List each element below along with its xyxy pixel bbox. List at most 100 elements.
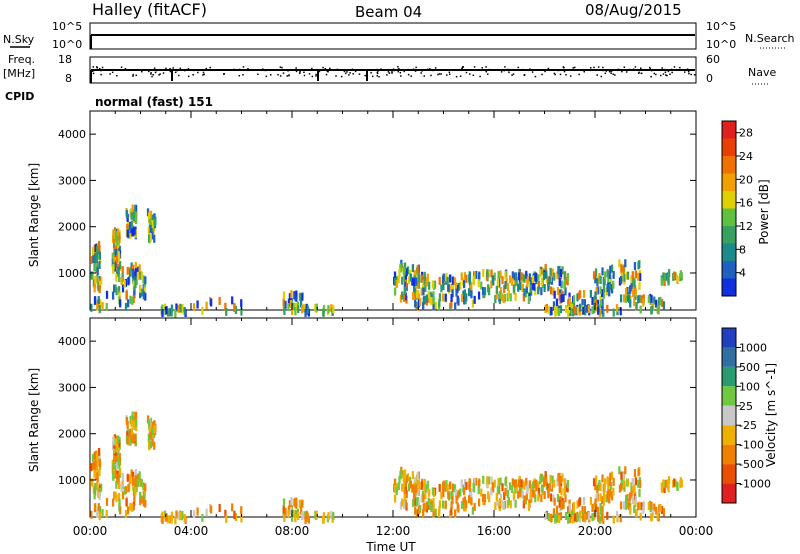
power-data-cell [543,283,546,292]
vel-data-cell [638,488,641,497]
vel-data-cell [150,422,154,431]
vel-data-cell [589,496,593,505]
vel-data-cell [397,482,400,491]
vel-data-cell [403,469,407,478]
vel-data-cell [290,513,294,522]
power-data-cell [307,308,310,317]
power-data-cell [515,276,518,285]
power-data-cell [601,267,604,276]
vel-data-cell [98,512,101,521]
vel-data-cell [415,484,418,493]
vel-data-cell [463,503,466,512]
power-data-cell [529,285,532,294]
power-colorbar-segment [722,261,736,279]
vel-data-cell [517,479,521,488]
power-data-cell [129,230,132,239]
cpid-label: CPID [5,90,34,103]
vel-data-cell [625,494,628,503]
vel-data-cell [98,492,101,501]
power-data-cell [446,276,449,285]
nave-label: Nave [748,66,776,79]
vel-data-cell [626,494,629,503]
power-data-cell [593,296,596,305]
power-data-cell [610,264,614,273]
power-colorbar-segment [722,138,736,156]
power-data-cell [314,303,317,312]
power-data-cell [415,290,419,299]
vel-colorbar-segment [722,425,736,445]
vel-data-cell [606,511,609,520]
vel-data-cell [521,490,524,499]
power-data-cell [591,306,594,315]
power-data-cell [98,261,101,270]
vel-data-cell [284,507,287,516]
power-data-cell [589,289,593,298]
vel-data-cell [140,495,143,504]
power-data-cell [151,220,154,229]
vel-data-cell [402,473,405,482]
freq-label-2: [MHz] [3,67,35,80]
power-data-cell [471,299,475,308]
power-data-cell [192,303,196,312]
power-data-cell [558,270,561,279]
power-data-cell [167,308,170,317]
power-data-cell [527,296,531,305]
vel-data-cell [503,492,506,501]
vel-data-cell [398,475,401,484]
vel-data-cell [170,515,173,524]
vel-data-cell [121,491,125,500]
vel-data-cell [451,496,454,505]
power-data-cell [501,276,504,285]
power-data-cell [608,288,611,297]
power-data-cell [146,208,150,217]
power-data-cell [149,233,152,242]
vel-data-cell [594,482,597,491]
vel-data-cell [98,487,102,496]
vel-data-cell [92,486,96,495]
vel-data-cell [520,485,523,494]
power-data-cell [115,273,118,282]
vel-colorbar-segment [722,328,736,348]
power-data-cell [494,295,497,304]
power-data-cell [451,276,455,285]
power-data-cell [404,292,407,301]
vel-data-cell [661,505,664,514]
vel-data-cell [592,478,596,487]
vel-data-cell [118,467,122,476]
vel-data-cell [210,505,213,514]
power-data-cell [450,300,453,309]
vel-colorbar-segment [722,464,736,484]
power-data-cell [619,276,623,285]
power-data-cell [545,270,548,279]
vel-data-cell [558,499,561,508]
power-data-cell [620,264,623,273]
power-data-cell [96,267,99,276]
vel-data-cell [526,483,529,492]
vel-data-cell [584,514,587,523]
power-colorbar-tick: 8 [739,243,746,256]
vel-data-cell [651,509,655,518]
vel-data-cell [624,501,628,510]
power-data-cell [637,272,640,281]
power-data-cell [551,268,554,277]
vel-data-cell [134,487,137,496]
power-data-cell [557,307,561,316]
power-data-cell [528,273,531,282]
power-data-cell [93,296,97,305]
power-data-cell [147,234,151,243]
power-data-cell [607,276,610,285]
power-data-cell [578,303,582,312]
vel-data-cell [562,500,565,509]
vel-data-cell [463,479,467,488]
vel-data-cell [515,483,518,492]
vel-colorbar-tick: 1000 [739,341,767,354]
vel-data-cell [602,497,605,506]
power-data-cell [468,276,471,285]
power-data-cell [134,262,137,271]
power-data-cell [571,308,575,317]
power-data-cell [133,290,136,299]
vel-data-cell [637,468,640,477]
power-data-cell [395,280,398,289]
vel-data-cell [131,477,135,486]
